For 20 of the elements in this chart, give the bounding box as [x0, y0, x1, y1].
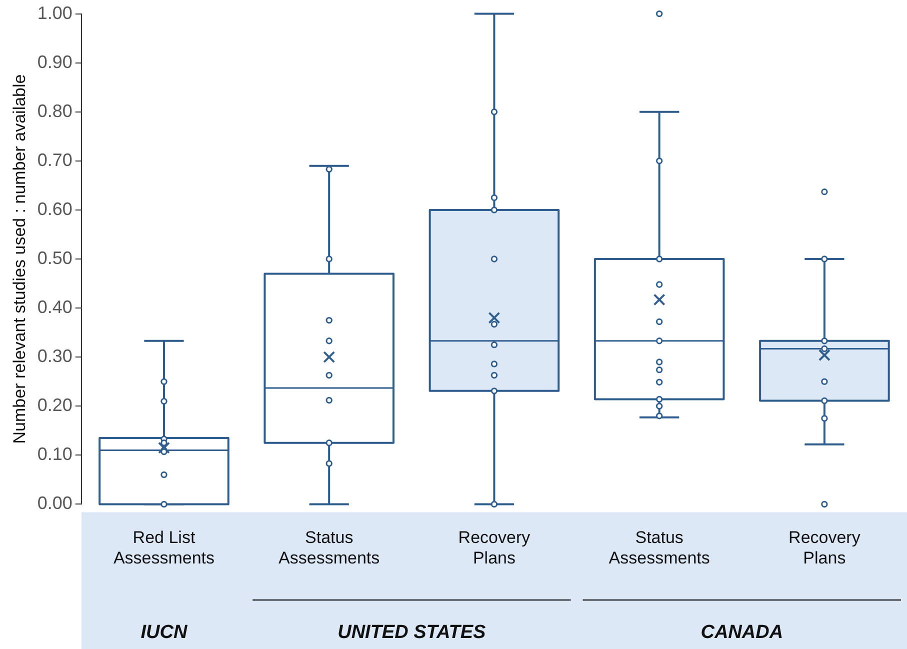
text: UNITED STATES [338, 622, 486, 644]
x-tick-label: Recovery Plans [788, 528, 861, 568]
y-tick-label: 0.00 [37, 493, 72, 514]
y-tick-label: 0.50 [37, 248, 72, 268]
text: IUCN [140, 622, 188, 644]
y-tick-label: 1.00 [37, 2, 72, 23]
y-tick-label: 0.20 [37, 395, 72, 416]
x-tick-label: Status Assessments [608, 528, 710, 568]
y-tick-label: 0.40 [37, 297, 72, 318]
y-tick-label: 0.60 [37, 198, 72, 219]
y-tick-label: 0.70 [37, 150, 72, 170]
x-tick-label: Red List Assessments [113, 528, 215, 568]
y-tick-label: 0.90 [37, 52, 72, 72]
text: CANADA [700, 622, 784, 644]
x-tick-label: Recovery Plans [458, 528, 531, 568]
y-axis-title: Number relevant studies used : number available [10, 74, 29, 444]
x-tick-label: Status Assessments [278, 528, 380, 568]
y-tick-label: 0.80 [37, 100, 72, 121]
y-tick-label: 0.30 [37, 346, 72, 366]
y-tick-label: 0.10 [37, 444, 72, 464]
